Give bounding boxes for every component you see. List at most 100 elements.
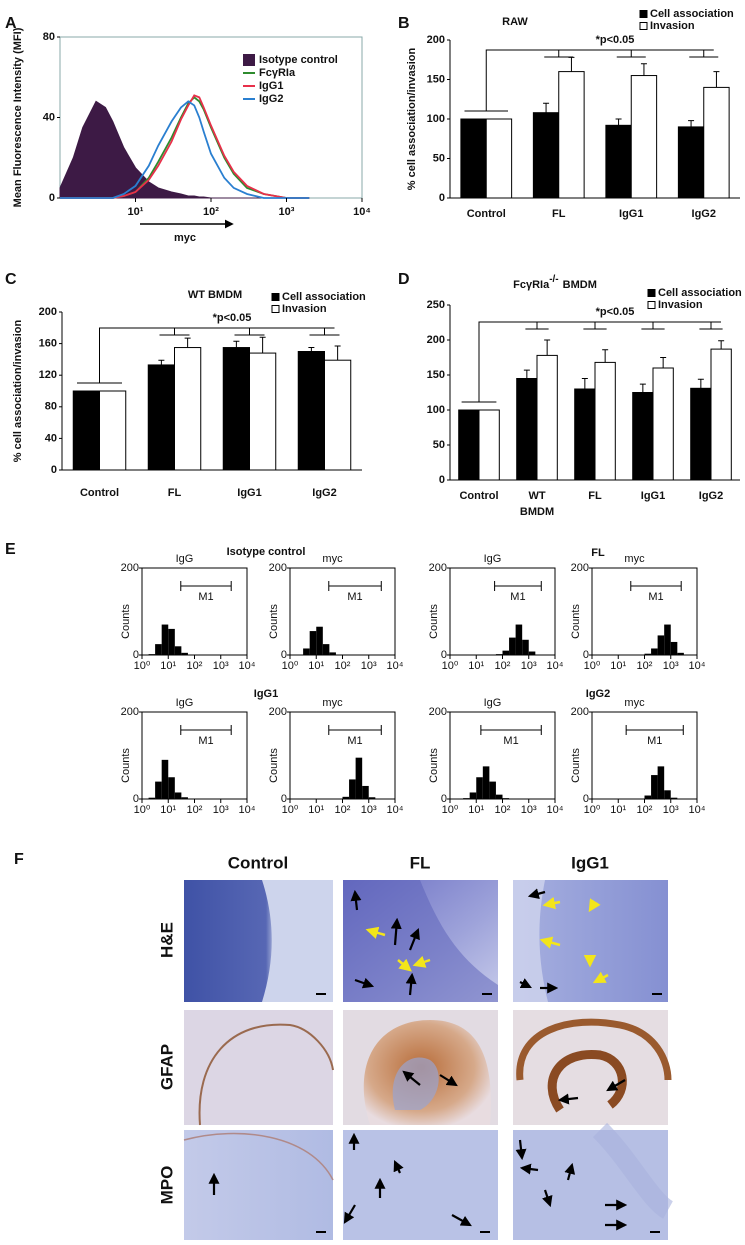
bar bbox=[630, 75, 658, 199]
x-tick-label: 10¹ bbox=[308, 660, 324, 672]
series-line bbox=[60, 100, 310, 199]
annotation: *p<0.05 bbox=[596, 306, 635, 318]
histogram-bar bbox=[329, 652, 336, 655]
error-bar bbox=[568, 56, 575, 72]
bar bbox=[458, 409, 480, 481]
chart-title: RAW bbox=[502, 16, 528, 28]
x-tick-label: 10⁴ bbox=[689, 804, 706, 816]
x-tick-label: Control bbox=[467, 208, 506, 220]
bar bbox=[72, 390, 100, 471]
x-tick-label: 10¹ bbox=[128, 206, 144, 218]
error-bar bbox=[158, 359, 165, 365]
histogram-bar bbox=[148, 797, 156, 799]
histogram-bar bbox=[168, 777, 175, 799]
bar bbox=[460, 118, 487, 199]
x-tick-label: 10⁴ bbox=[239, 804, 256, 816]
y-tick-label: 80 bbox=[43, 31, 55, 43]
histogram-bar bbox=[651, 648, 658, 655]
x-tick-label: 10² bbox=[187, 804, 203, 816]
x-tick-label: 10² bbox=[335, 660, 351, 672]
y-tick-label: 0 bbox=[281, 649, 287, 661]
y-tick-label: 120 bbox=[39, 369, 57, 381]
histogram-bar bbox=[362, 785, 369, 799]
tissue-band bbox=[547, 1049, 627, 1113]
histogram-bar bbox=[489, 781, 496, 799]
x-axis-label: myc bbox=[174, 232, 196, 244]
y-tick-label: 250 bbox=[427, 299, 445, 311]
annotation: *p<0.05 bbox=[213, 312, 252, 324]
y-tick-label: 200 bbox=[429, 706, 447, 718]
histogram-bar bbox=[155, 781, 162, 799]
error-bar bbox=[697, 378, 704, 389]
bar bbox=[536, 354, 558, 481]
bar bbox=[594, 361, 616, 481]
x-tick-label: 10¹ bbox=[610, 804, 626, 816]
annotation: *p<0.05 bbox=[596, 34, 635, 46]
x-tick-label: 10² bbox=[637, 660, 653, 672]
panel-label: F bbox=[14, 851, 24, 868]
plot-frame bbox=[449, 711, 556, 800]
gate-label: M1 bbox=[347, 591, 362, 603]
histogram-bar bbox=[515, 624, 523, 655]
bar bbox=[532, 112, 560, 199]
legend-label: Invasion bbox=[282, 303, 327, 315]
y-tick-label: 0 bbox=[439, 192, 445, 204]
bar bbox=[324, 359, 352, 471]
y-tick-label: 200 bbox=[269, 706, 287, 718]
image-region bbox=[262, 880, 333, 1002]
gate-label: M1 bbox=[647, 735, 662, 747]
legend-label: Cell association bbox=[658, 287, 742, 299]
x-tick-label: Control bbox=[459, 490, 498, 502]
legend-swatch bbox=[271, 293, 280, 301]
histogram-bar bbox=[482, 766, 490, 799]
y-tick-label: 200 bbox=[427, 34, 445, 46]
y-tick-label: 0 bbox=[583, 649, 589, 661]
y-axis-label: Counts bbox=[120, 748, 132, 783]
bar bbox=[485, 118, 513, 199]
y-tick-label: 150 bbox=[427, 369, 445, 381]
legend-label: IgG2 bbox=[259, 93, 283, 105]
legend-label: Isotype control bbox=[259, 54, 338, 66]
x-tick-label: 10⁰ bbox=[134, 804, 151, 816]
x-tick-label: 10² bbox=[335, 804, 351, 816]
x-tick-label: 10³ bbox=[521, 660, 537, 672]
panel-label: C bbox=[5, 271, 17, 288]
legend-swatch bbox=[243, 54, 255, 66]
x-tick-label: 10² bbox=[187, 660, 203, 672]
y-axis-label: Counts bbox=[268, 748, 280, 783]
chart-title: IgG bbox=[176, 553, 194, 565]
histogram-bar bbox=[495, 794, 503, 799]
x-tick-label: 10³ bbox=[279, 206, 295, 218]
y-tick-label: 0 bbox=[51, 464, 57, 476]
bar bbox=[222, 347, 250, 471]
bar bbox=[249, 352, 277, 471]
chart-title: FcγRIa-/- BMDM bbox=[513, 274, 597, 291]
histogram-bar bbox=[670, 797, 678, 799]
x-tick-label: 10⁰ bbox=[134, 660, 151, 672]
y-tick-label: 160 bbox=[39, 338, 57, 350]
histogram-bar bbox=[174, 792, 182, 799]
x-tick-label: FL bbox=[168, 487, 182, 499]
tissue-edge bbox=[183, 1132, 334, 1181]
chart-title: myc bbox=[322, 697, 343, 709]
error-bar bbox=[544, 339, 551, 356]
x-tick-label: IgG1 bbox=[619, 208, 643, 220]
histogram-bar bbox=[644, 653, 652, 655]
y-tick-label: 0 bbox=[133, 793, 139, 805]
error-bar bbox=[523, 369, 530, 379]
x-tick-label: IgG2 bbox=[692, 208, 716, 220]
y-tick-label: 0 bbox=[441, 793, 447, 805]
gate-label: M1 bbox=[648, 591, 663, 603]
x-tick-label: 10⁰ bbox=[282, 660, 299, 672]
arrows bbox=[208, 888, 628, 1231]
x-tick-label: 10¹ bbox=[160, 804, 176, 816]
x-tick-label: 10¹ bbox=[468, 804, 484, 816]
x-tick-label: 10⁴ bbox=[387, 804, 404, 816]
y-tick-label: 0 bbox=[281, 793, 287, 805]
arrows bbox=[365, 896, 609, 984]
panel-label: B bbox=[398, 15, 410, 32]
chart-title: WT BMDM bbox=[188, 289, 242, 301]
histogram-bar bbox=[476, 777, 483, 799]
histogram-bar bbox=[502, 650, 510, 655]
title-part: -/- bbox=[549, 274, 558, 285]
